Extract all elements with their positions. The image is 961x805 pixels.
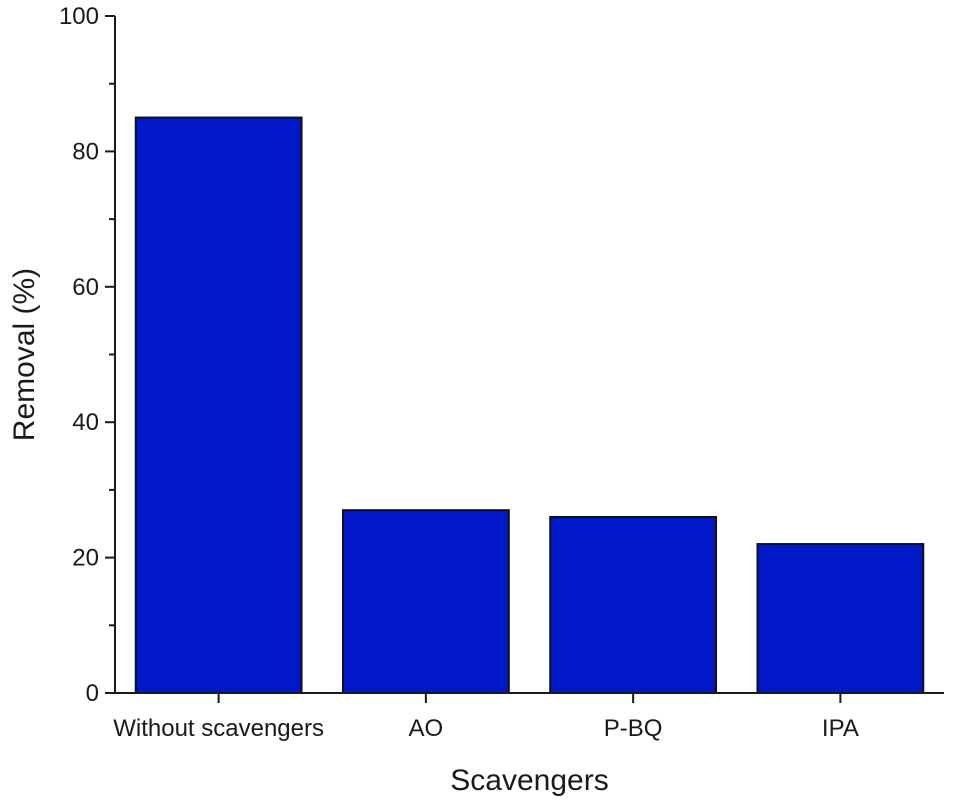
y-tick-label: 60 xyxy=(72,274,99,301)
bars xyxy=(134,116,925,695)
y-tick-label: 0 xyxy=(86,680,99,707)
y-axis-ticks: 0 20 40 60 80 100 xyxy=(59,3,115,707)
y-tick-label: 100 xyxy=(59,3,99,30)
y-tick-label: 40 xyxy=(72,409,99,436)
y-tick-label: 80 xyxy=(72,138,99,165)
x-axis-title: Scavengers xyxy=(450,764,608,797)
bar xyxy=(341,509,510,694)
y-tick-label: 20 xyxy=(72,545,99,572)
x-tick-label: IPA xyxy=(822,715,859,742)
bar xyxy=(549,515,718,694)
x-tick-label: P-BQ xyxy=(604,715,663,742)
bar xyxy=(756,543,925,694)
x-tick-label: AO xyxy=(409,715,444,742)
bar xyxy=(134,116,303,695)
x-axis-ticks: Without scavengers AO P-BQ IPA xyxy=(113,693,859,742)
x-tick-label: Without scavengers xyxy=(113,715,324,742)
y-axis-title: Removal (%) xyxy=(8,268,41,441)
